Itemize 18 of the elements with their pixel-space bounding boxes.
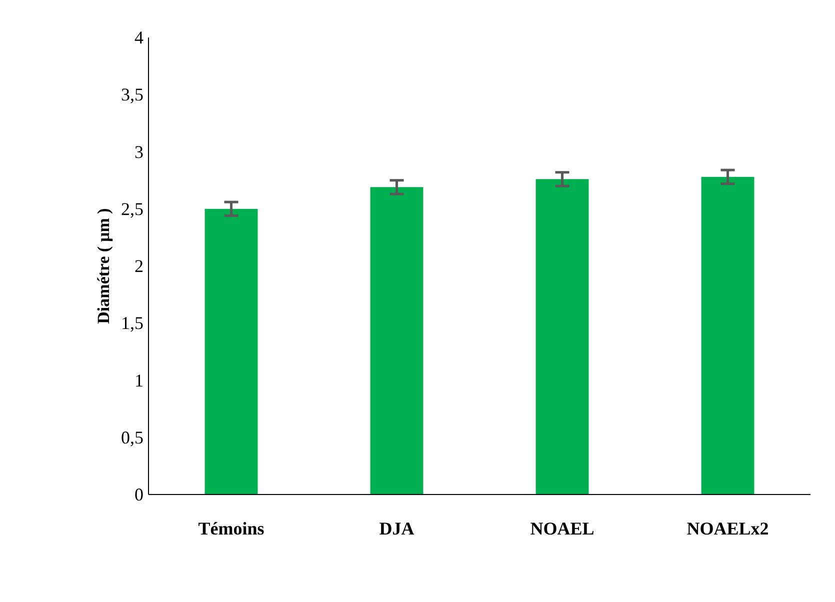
x-tick-label: Témoins <box>198 518 264 538</box>
y-tick-label: 4 <box>134 28 144 48</box>
y-axis-title: Diamétre ( µm ) <box>94 208 113 324</box>
y-tick-label: 3,5 <box>121 84 144 105</box>
y-tick-label: 1 <box>134 370 144 390</box>
y-tick-label: 0 <box>134 484 144 504</box>
bar <box>701 176 754 494</box>
y-tick-label: 3 <box>134 142 144 162</box>
x-tick-label: DJA <box>379 518 414 538</box>
y-tick-label: 0,5 <box>121 427 144 448</box>
y-tick-label: 2,5 <box>121 198 144 219</box>
bar <box>204 208 258 494</box>
x-tick-label: NOAELx2 <box>686 518 769 538</box>
y-tick-label: 1,5 <box>121 313 144 334</box>
y-tick-label: 2 <box>134 256 144 276</box>
x-tick-label: NOAEL <box>530 518 594 538</box>
bar <box>370 187 424 494</box>
bar <box>536 179 589 494</box>
